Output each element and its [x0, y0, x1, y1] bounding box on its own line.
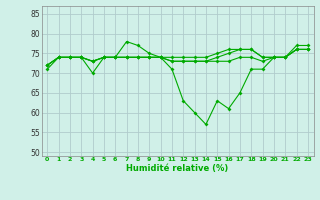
X-axis label: Humidité relative (%): Humidité relative (%): [126, 164, 229, 173]
